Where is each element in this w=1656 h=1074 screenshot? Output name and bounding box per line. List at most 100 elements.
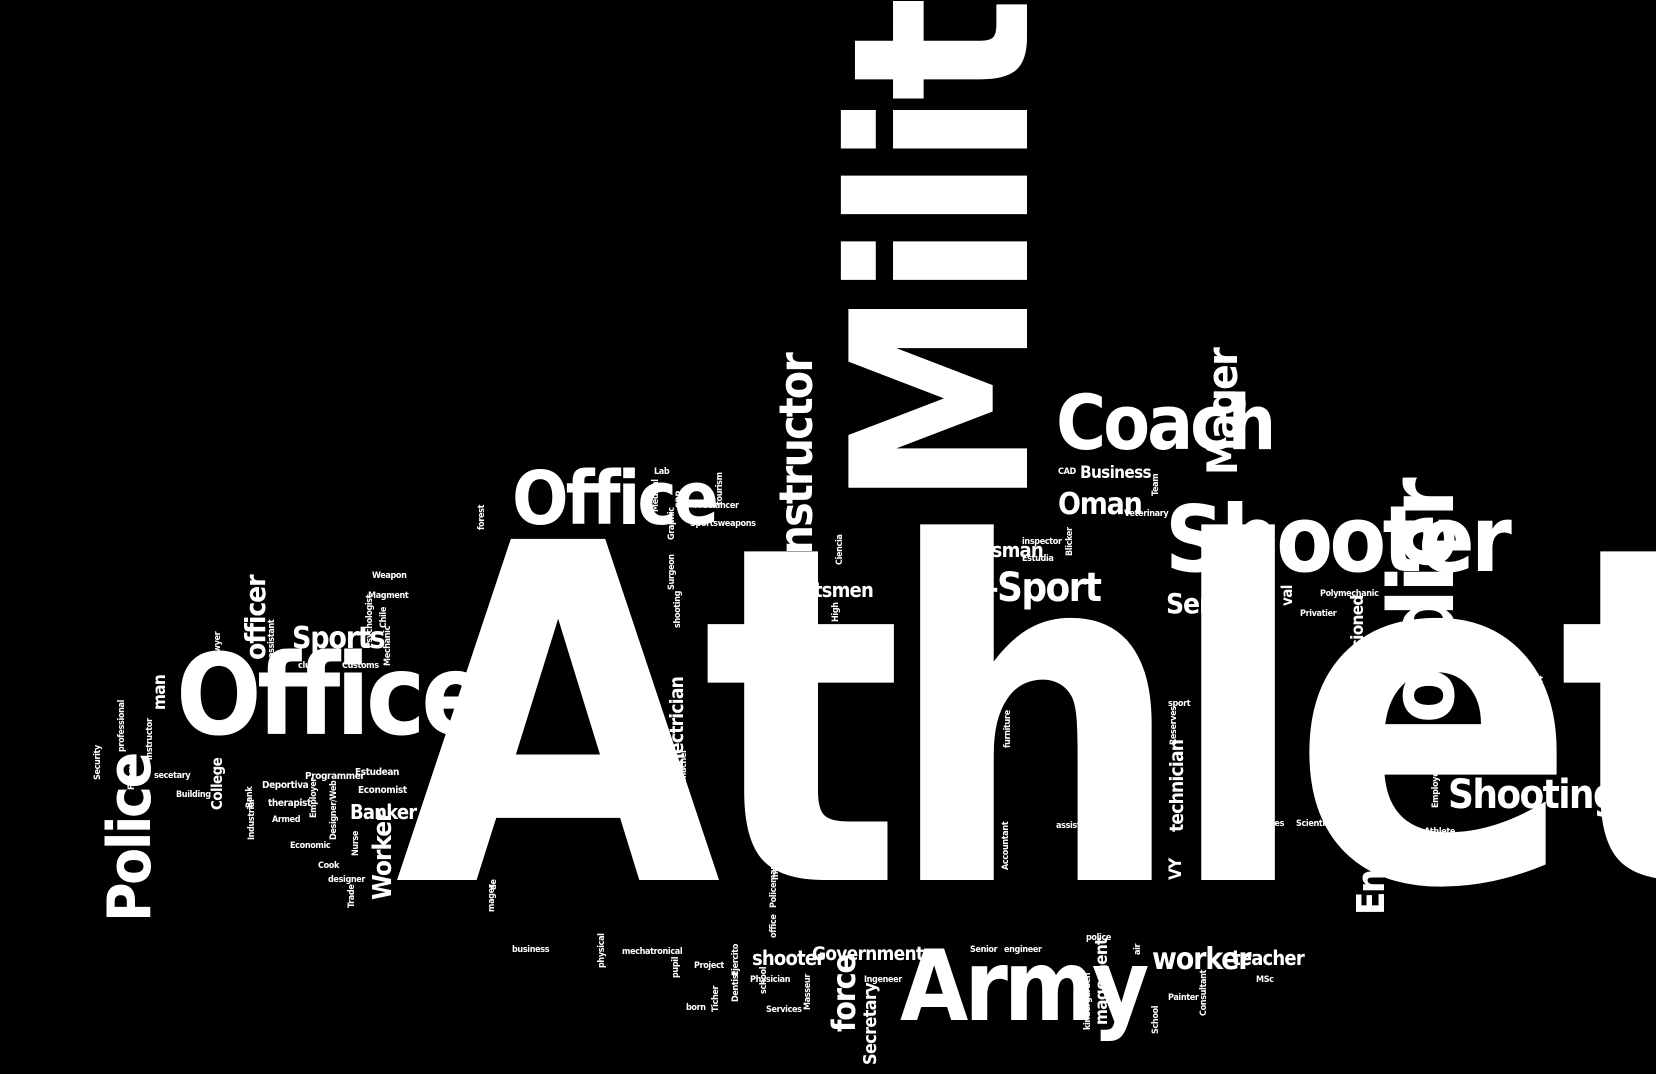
word-high: High <box>831 602 841 622</box>
word-tail: tail <box>789 602 799 616</box>
word-consultant: Consultant <box>1199 969 1209 1016</box>
word-scientist: Scientist <box>1296 819 1333 829</box>
word-secetary: secetary <box>154 771 191 781</box>
word-painter: Painter <box>1168 993 1199 1003</box>
word-business: Business <box>1080 463 1152 483</box>
word-furniture: furniture <box>1003 710 1013 748</box>
word-service: Service <box>1166 587 1264 620</box>
word-trainer: Trainer <box>1445 844 1455 875</box>
word-services: Services <box>766 1005 802 1015</box>
word-commacher: Commacher <box>679 749 689 800</box>
word-kindergarden: kindergarden <box>1083 972 1093 1030</box>
word-magment: Magment <box>368 591 409 601</box>
word-worker-cap: Worker <box>368 811 398 900</box>
word-team: Team <box>1151 473 1161 496</box>
word-mager: Mager <box>1198 348 1247 475</box>
word-school: school <box>759 966 769 994</box>
word-de: de <box>489 879 499 890</box>
word-chile: Chile <box>379 607 389 628</box>
word-customs: Customs <box>342 661 379 671</box>
word-assistant-right: assistant <box>1056 821 1095 831</box>
word-shooting-small: shooting <box>673 590 683 628</box>
word-office-small: office <box>769 914 779 938</box>
word-sport-small: sport <box>1168 699 1191 709</box>
word-office: Office <box>512 456 719 542</box>
word-officer: Officer <box>176 631 535 761</box>
word-blicker: Blicker <box>1065 527 1075 556</box>
word-lawyer: lawyer <box>213 631 223 660</box>
word-mechatronical: mechatronical <box>622 947 683 957</box>
word-sportsweapons: Sportsweapons <box>690 519 756 529</box>
word-teacher: teacher <box>1232 946 1305 970</box>
word-trade: Trade <box>347 884 357 908</box>
word-magement: magement <box>1092 938 1112 1025</box>
word-building: Building <box>176 790 211 800</box>
word-health: Health <box>477 672 487 700</box>
word-estudia: Estudia <box>1022 554 1054 564</box>
word-banker: Banker <box>350 800 417 824</box>
word-coach: Coach <box>1056 378 1276 467</box>
word-economic: Economic <box>290 841 331 851</box>
word-military: Military <box>800 0 1085 508</box>
word-forest: forest <box>477 504 487 530</box>
word-tourism: tourism <box>715 472 725 505</box>
word-worker: worker <box>1152 942 1252 977</box>
word-athlete-small: Athlete <box>1424 827 1456 837</box>
word-instructor-small: instructor <box>145 718 155 760</box>
word-government: Government <box>812 943 924 965</box>
word-union: Union <box>482 759 507 769</box>
word-bank: Bank <box>245 786 255 808</box>
word-business-small: business <box>512 945 550 955</box>
word-force: force <box>825 955 863 1032</box>
word-professional: professional <box>117 699 127 752</box>
word-surgeon: Surgeon <box>667 554 677 590</box>
word-salesman: Salesman <box>491 698 501 740</box>
word-estudean: Estudean <box>355 767 400 778</box>
word-athlete: Athlete <box>395 447 1656 991</box>
word-school-cap: School <box>1151 1005 1161 1034</box>
word-fireman: Fireman <box>127 755 137 790</box>
word-psychologist: Psychologist <box>365 594 375 648</box>
word-armed: Armed <box>272 815 301 825</box>
word-assistant: assistant <box>267 619 277 658</box>
word-warden: warden <box>489 628 499 660</box>
word-sportsman: Sportsman <box>940 538 1044 562</box>
word-economist: Economist <box>358 785 407 796</box>
word-weapon: Weapon <box>372 571 407 581</box>
word-born: born <box>686 1003 706 1013</box>
word-engineer: Engineer <box>1349 755 1393 915</box>
word-nurse: Nurse <box>351 830 361 856</box>
word-employer: Employer <box>309 778 319 818</box>
word-technician: technician <box>1166 739 1188 832</box>
word-teacher-cap: Teacher <box>928 552 952 625</box>
word-ejercito: Ejercito <box>731 944 741 976</box>
word-flooring: Flooring <box>1344 729 1379 739</box>
word-cook: Cook <box>318 861 340 871</box>
word-air-small: air <box>1133 943 1143 955</box>
word-shooter: Shooter <box>1165 486 1512 593</box>
word-commissioned: commissioned <box>1348 595 1368 710</box>
word-bachelor: Bachelor <box>1259 707 1269 745</box>
word-deportiva: Deportiva <box>262 780 309 791</box>
word-designer-web: Designer/Web <box>329 780 339 840</box>
word-clerk: Clerk <box>668 809 690 819</box>
word-club: club <box>298 661 316 671</box>
word-masseur: Masseur <box>803 974 813 1010</box>
word-army: Army <box>900 930 1149 1044</box>
word-accountant: Accountant <box>1001 821 1011 870</box>
word-engineer-small: engineer <box>1004 945 1042 955</box>
word-officer-small: officer <box>239 575 272 660</box>
word-val: val <box>1278 585 1296 606</box>
word-college: College <box>208 757 226 810</box>
word-therapist: therapist <box>268 798 311 809</box>
word-shooting: Shooting <box>1448 772 1619 818</box>
word-security: Security <box>93 745 103 780</box>
word-freelancer: Freelancer <box>694 501 739 511</box>
word-msc: MSc <box>1256 975 1274 985</box>
word-physical: physical <box>597 933 607 968</box>
word-watchmake: Watchmake <box>1460 832 1510 842</box>
word-forces: forces <box>1258 819 1285 829</box>
word-project: Project <box>694 961 724 971</box>
word-polymacenicen: Polymacenicen <box>771 746 781 810</box>
